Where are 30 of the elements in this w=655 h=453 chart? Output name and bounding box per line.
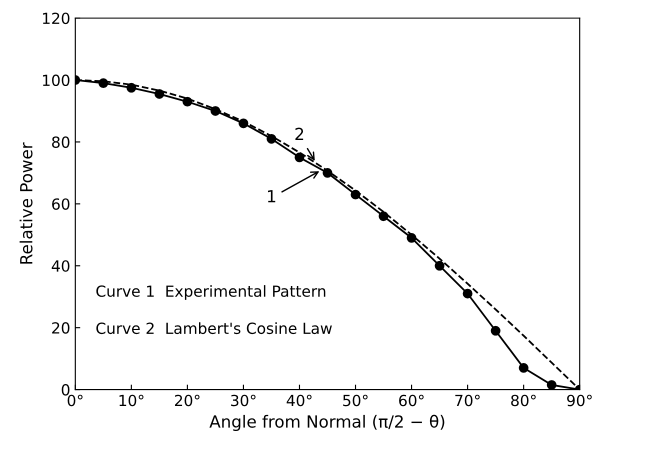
- y-axis-title: Relative Power: [20, 142, 33, 264]
- point: [490, 326, 500, 336]
- x-tick-label: 10°: [120, 394, 144, 406]
- annotation: 1: [268, 190, 276, 202]
- point: [546, 380, 557, 390]
- annotation: Curve 2 Lambert's Cosine Law: [96, 322, 332, 334]
- annotation: Curve 1 Experimental Pattern: [96, 285, 326, 300]
- point: [518, 363, 528, 373]
- x-tick-label: 30°: [231, 394, 256, 406]
- y-tick-label: 60: [52, 198, 70, 210]
- x-tick-label: 50°: [343, 394, 368, 406]
- point: [462, 288, 472, 298]
- x-axis-title: Angle from Normal (π/2 − θ): [209, 414, 444, 432]
- annotation: 2: [295, 128, 304, 140]
- point: [378, 211, 388, 222]
- x-tick-label: 70°: [455, 394, 480, 406]
- y-tick-label: 0: [62, 384, 70, 396]
- y-tick-label: 40: [52, 260, 70, 272]
- y-tick-label: 20: [52, 322, 70, 334]
- x-tick-label: 60°: [399, 394, 424, 406]
- x-tick-label: 80°: [511, 394, 536, 406]
- point: [294, 152, 304, 162]
- x-tick-label: 40°: [286, 394, 312, 406]
- y-tick-label: 100: [42, 74, 70, 86]
- y-tick-label: 80: [52, 136, 70, 148]
- x-tick-label: 90°: [567, 394, 592, 406]
- point: [434, 260, 444, 271]
- y-tick-label: 120: [42, 12, 70, 24]
- x-tick-label: 20°: [174, 394, 200, 406]
- x-tick-label: 0°: [68, 394, 83, 406]
